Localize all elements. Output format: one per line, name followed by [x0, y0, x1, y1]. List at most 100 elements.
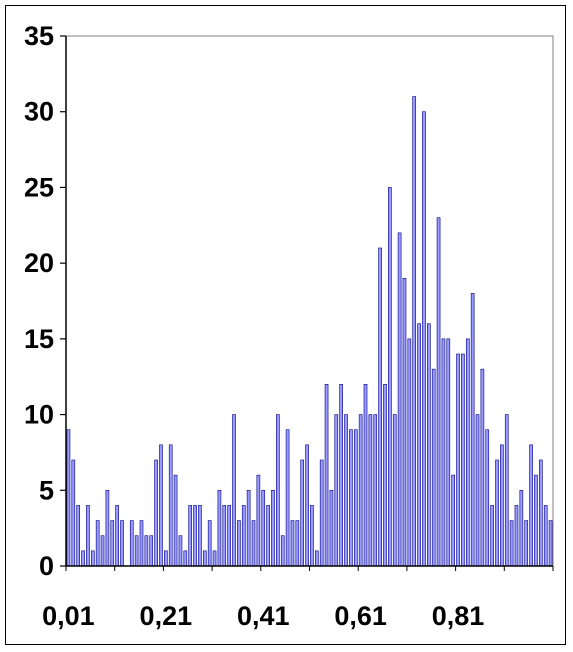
bar	[407, 338, 412, 567]
bar	[436, 217, 441, 567]
bar	[373, 414, 378, 567]
bar	[383, 383, 387, 567]
bar	[456, 353, 460, 567]
bar	[183, 550, 188, 567]
bar	[378, 247, 382, 567]
bar	[339, 383, 343, 567]
bar	[495, 459, 499, 567]
y-tick-label: 30	[24, 97, 54, 127]
bar	[241, 505, 246, 567]
bar	[261, 489, 266, 567]
bar	[202, 550, 207, 567]
x-tick-label: 0,21	[140, 601, 193, 631]
bar	[485, 429, 490, 567]
bar	[368, 414, 373, 567]
bar	[198, 505, 202, 567]
bar	[548, 520, 553, 567]
bar	[154, 459, 158, 567]
bar	[329, 489, 334, 567]
bar	[295, 520, 300, 567]
x-tick-label: 0,41	[237, 601, 290, 631]
bar	[144, 535, 149, 567]
bar	[276, 414, 280, 567]
bar	[217, 489, 222, 567]
bar	[164, 550, 168, 567]
bar	[139, 520, 144, 567]
bar	[173, 474, 178, 567]
bar	[100, 535, 105, 567]
bar	[490, 505, 494, 567]
bar	[480, 368, 485, 567]
bar	[500, 444, 504, 567]
bar	[66, 429, 71, 567]
bar	[134, 535, 139, 567]
y-tick-label: 0	[39, 551, 54, 581]
y-tick-label: 5	[39, 475, 54, 505]
bar	[227, 505, 231, 567]
y-tick-label: 10	[24, 400, 54, 430]
bar	[388, 187, 392, 567]
bar	[251, 520, 256, 567]
plot-area	[65, 35, 554, 567]
bar	[237, 520, 241, 567]
bar	[470, 293, 475, 567]
x-tick-label: 0,61	[334, 601, 387, 631]
bar	[344, 414, 348, 567]
bar	[417, 323, 421, 567]
y-tick-label: 35	[24, 21, 54, 51]
bar	[212, 550, 217, 567]
bar	[95, 520, 100, 567]
bar	[232, 414, 236, 567]
y-tick-label: 25	[24, 172, 54, 202]
y-tick-label: 15	[24, 324, 54, 354]
x-tick-labels: 0,01 0,21 0,41 0,61 0,81	[42, 601, 484, 631]
bar	[543, 505, 548, 567]
bar	[280, 535, 285, 567]
bar	[465, 338, 470, 567]
bar	[149, 535, 154, 567]
bar	[451, 474, 455, 567]
bar	[110, 520, 115, 567]
bar	[207, 520, 212, 567]
bar	[90, 550, 95, 567]
bar	[300, 459, 305, 567]
axes-group	[60, 35, 554, 571]
bar	[81, 550, 85, 567]
bar	[412, 96, 417, 567]
bar	[427, 323, 431, 567]
bar	[271, 489, 275, 567]
bar	[168, 444, 173, 567]
bar	[392, 414, 397, 567]
bar	[334, 414, 339, 567]
bar	[509, 520, 514, 567]
y-tick-label: 20	[24, 248, 54, 278]
bar	[319, 459, 324, 567]
bar	[539, 459, 543, 567]
bar	[431, 368, 436, 567]
bar	[105, 489, 110, 567]
bar	[529, 444, 533, 567]
x-tick-label: 0,01	[42, 601, 95, 631]
bar	[256, 474, 261, 567]
bar	[266, 505, 270, 567]
bar	[519, 489, 524, 567]
bar	[188, 505, 192, 567]
bar	[115, 505, 119, 567]
bar	[534, 474, 538, 567]
y-tick-labels: 0 5 10 15 20 25 30 35	[24, 21, 54, 581]
bar	[120, 520, 124, 567]
bar	[86, 505, 90, 567]
bar	[314, 550, 319, 567]
bar	[290, 520, 295, 567]
bar	[402, 277, 407, 567]
bar	[129, 520, 134, 567]
bar	[397, 232, 402, 567]
bar	[305, 444, 309, 567]
bar	[76, 505, 80, 567]
bar	[441, 338, 446, 567]
bar	[524, 520, 529, 567]
bar	[422, 111, 426, 567]
bar	[159, 444, 163, 567]
bar	[349, 429, 353, 567]
